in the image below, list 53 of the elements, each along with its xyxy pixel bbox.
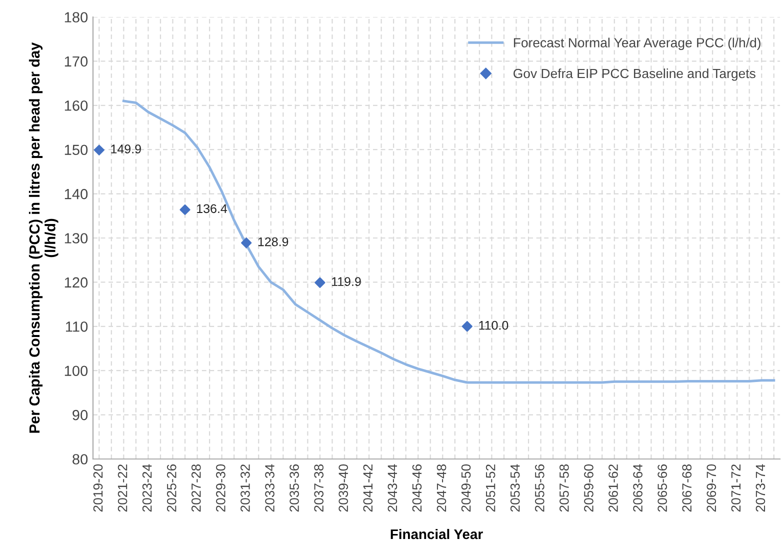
x-tick-label: 2039-40 xyxy=(338,464,348,512)
x-tick-label: 2041-42 xyxy=(363,464,373,512)
y-tick-label: 110 xyxy=(66,322,88,332)
x-tick-label: 2037-38 xyxy=(314,464,324,512)
y-tick-label: 170 xyxy=(64,56,88,67)
x-tick-label: 2031-32 xyxy=(240,464,250,512)
point xyxy=(462,321,472,332)
data-label: 119.9 xyxy=(332,277,361,286)
y-tick-label: 160 xyxy=(64,100,88,111)
data-label: 128.9 xyxy=(258,237,288,246)
x-tick-label: 2073-74 xyxy=(756,464,766,512)
x-tick-label: 2027-28 xyxy=(191,464,201,512)
y-tick-label: 140 xyxy=(64,188,88,200)
x-tick-label: 2053-54 xyxy=(510,464,520,512)
point xyxy=(241,238,252,248)
y-tick-label: 130 xyxy=(64,233,88,244)
x-tick-label: 2047-48 xyxy=(436,464,446,512)
y-tick-label: 120 xyxy=(64,277,88,288)
x-tick-label: 2021-22 xyxy=(118,464,128,512)
x-tick-label: 2069-70 xyxy=(706,464,716,512)
x-tick-label: 2065-66 xyxy=(658,464,667,512)
data-label: 136.4 xyxy=(197,204,228,214)
x-tick-label: 2051-52 xyxy=(486,464,496,512)
data-label: 110.0 xyxy=(479,320,508,330)
x-tick-label: 2059-60 xyxy=(584,464,594,512)
x-tick-label: 2067-68 xyxy=(682,464,692,512)
legend-label: Forecast Normal Year Average PCC (l/h/d) xyxy=(514,38,760,50)
data-label: 149.9 xyxy=(111,144,141,154)
x-tick-label: 2063-64 xyxy=(633,464,642,512)
point xyxy=(314,277,326,288)
y-axis-title: Per Capita Consumption (PCC) in litres per head per day (l/h/d) xyxy=(28,42,58,433)
legend-label: Gov Defra EIP PCC Baseline and Targets xyxy=(514,68,756,81)
y-tick-label: 100 xyxy=(64,366,88,376)
x-tick-label: 2025-26 xyxy=(166,464,176,512)
x-axis-title: Financial Year xyxy=(390,528,483,540)
x-tick-label: 2055-56 xyxy=(534,464,544,512)
point xyxy=(94,144,104,156)
x-tick-label: 2045-46 xyxy=(412,464,422,512)
x-tick-label: 2071-72 xyxy=(731,464,741,512)
x-tick-label: 2029-30 xyxy=(216,464,226,512)
y-tick-label: 180 xyxy=(64,12,88,22)
x-tick-label: 2035-36 xyxy=(290,464,299,512)
y-tick-label: 150 xyxy=(64,144,88,156)
x-tick-label: 2043-44 xyxy=(388,464,398,512)
y-tick-label: 80 xyxy=(72,454,88,464)
y-tick-label: 90 xyxy=(72,410,88,420)
x-tick-label: 2049-50 xyxy=(461,464,471,512)
point xyxy=(180,204,190,216)
x-tick-label: 2033-34 xyxy=(265,464,274,512)
x-tick-label: 2057-58 xyxy=(560,464,569,512)
x-tick-label: 2023-24 xyxy=(142,464,152,512)
x-tick-label: 2019-20 xyxy=(93,464,103,512)
x-tick-label: 2061-62 xyxy=(608,464,618,512)
